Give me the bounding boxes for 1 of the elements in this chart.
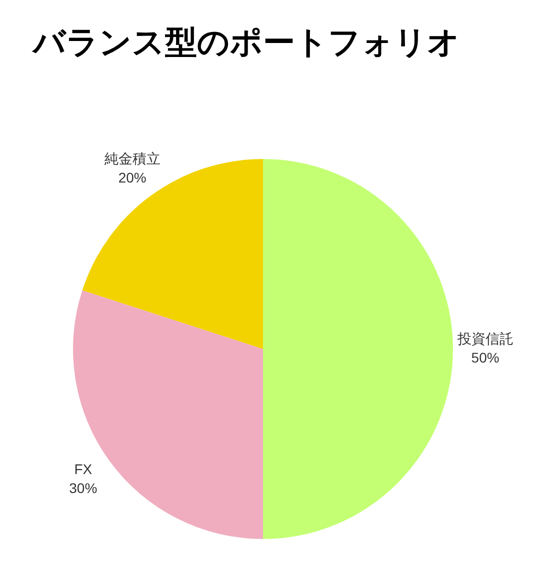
title: バランス型のポートフォリオ bbox=[33, 24, 460, 60]
